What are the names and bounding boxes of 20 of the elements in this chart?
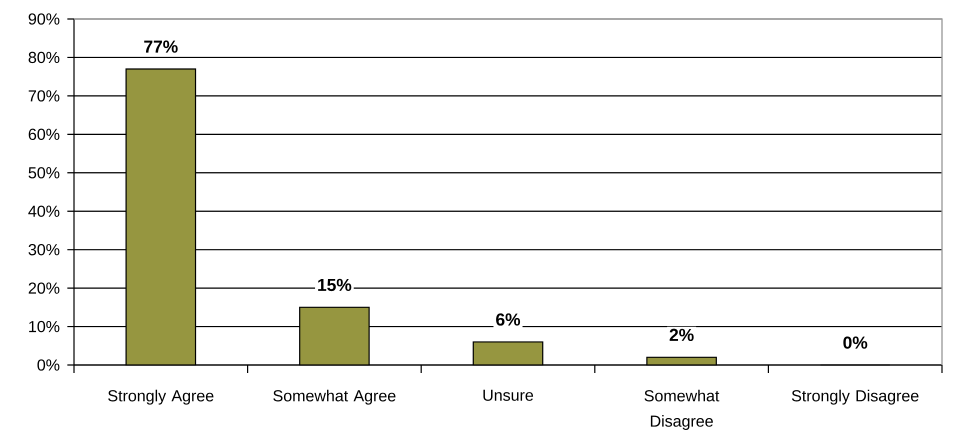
x-tick-label: Somewhat Disagree <box>644 390 720 430</box>
data-label: 15% <box>318 278 352 292</box>
data-label: 0% <box>843 336 868 349</box>
data-label: 77% <box>144 40 178 53</box>
y-tick-label: 40% <box>28 206 60 217</box>
y-tick-label: 50% <box>28 167 60 178</box>
y-tick-label: 70% <box>28 90 60 102</box>
x-tick-label: Somewhat Agree <box>273 390 396 405</box>
y-tick-label: 80% <box>28 52 60 64</box>
y-tick-label: 0% <box>37 359 60 371</box>
y-tick-label: 30% <box>28 244 60 256</box>
y-tick-label: 10% <box>29 320 60 332</box>
x-tick-label: Strongly Agree <box>108 390 214 405</box>
y-tick-label: 20% <box>28 282 60 294</box>
data-label: 6% <box>496 313 520 326</box>
y-tick-label: 60% <box>28 128 60 140</box>
data-label: 2% <box>670 328 694 342</box>
y-tick-label: 90% <box>28 13 60 25</box>
x-tick-label: Unsure <box>483 390 534 401</box>
x-tick-label: Strongly Disagree <box>792 390 918 405</box>
